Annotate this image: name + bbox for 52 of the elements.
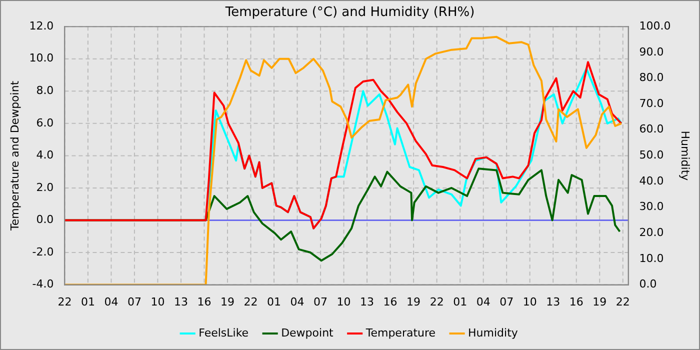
x-tick-label: 16 [569,295,584,308]
x-tick-label: 13 [546,295,560,308]
x-tick-label: 16 [383,295,398,308]
x-tick-label: 13 [174,295,188,308]
y2-tick-label: 90.0 [639,45,664,58]
y-tick-label: -4.0 [32,278,54,291]
y2-tick-label: 0.0 [639,278,657,291]
x-tick-label: 19 [592,295,607,308]
y-tick-label: 0.0 [36,213,54,226]
x-tick-label: 07 [127,295,142,308]
y2-tick-label: 30.0 [639,200,664,214]
y2-tick-label: 100.0 [639,19,671,32]
x-tick-label: 04 [104,295,118,308]
x-tick-label: 22 [244,295,258,308]
x-tick-label: 01 [267,295,282,308]
x-tick-label: 22 [616,295,630,308]
y2-tick-label: 10.0 [639,252,664,265]
x-tick-label: 01 [453,295,468,308]
y2-tick-label: 20.0 [639,226,664,240]
x-tick-label: 19 [406,295,421,308]
y2-axis-title: Humidity [678,130,692,182]
y-tick-label: 8.0 [36,84,54,98]
chart-title: Temperature (°C) and Humidity (RH%) [224,5,475,20]
x-tick-label: 13 [360,295,374,308]
x-tick-label: 16 [197,295,212,308]
y-tick-label: 12.0 [29,19,54,32]
y2-tick-label: 70.0 [639,96,664,110]
legend-label: Humidity [468,326,518,340]
y2-tick-label: 50.0 [639,148,664,162]
x-tick-label: 22 [430,295,444,308]
x-tick-label: 07 [314,295,328,308]
legend-label: FeelsLike [198,326,249,340]
y-tick-label: 2.0 [36,180,54,194]
legend-label: Dewpoint [281,326,334,340]
y-axis-title: Temperature and Dewpoint [8,80,22,232]
y-tick-label: 10.0 [29,52,54,65]
y2-tick-label: 80.0 [639,71,664,84]
x-tick-label: 10 [522,295,537,308]
x-tick-label: 22 [58,295,72,308]
x-tick-label: 04 [290,295,304,308]
x-tick-label: 10 [336,295,351,308]
y2-tick-label: 40.0 [639,174,664,188]
y2-tick-label: 60.0 [639,122,664,136]
y-tick-label: -2.0 [32,245,54,258]
y-tick-label: 6.0 [36,116,54,130]
x-tick-label: 04 [476,295,490,308]
y-tick-label: 4.0 [36,148,54,162]
x-tick-label: 19 [220,295,234,308]
x-tick-label: 07 [500,295,514,308]
x-tick-label: 10 [150,295,165,308]
legend-label: Temperature [364,326,436,340]
x-tick-label: 01 [80,295,95,308]
